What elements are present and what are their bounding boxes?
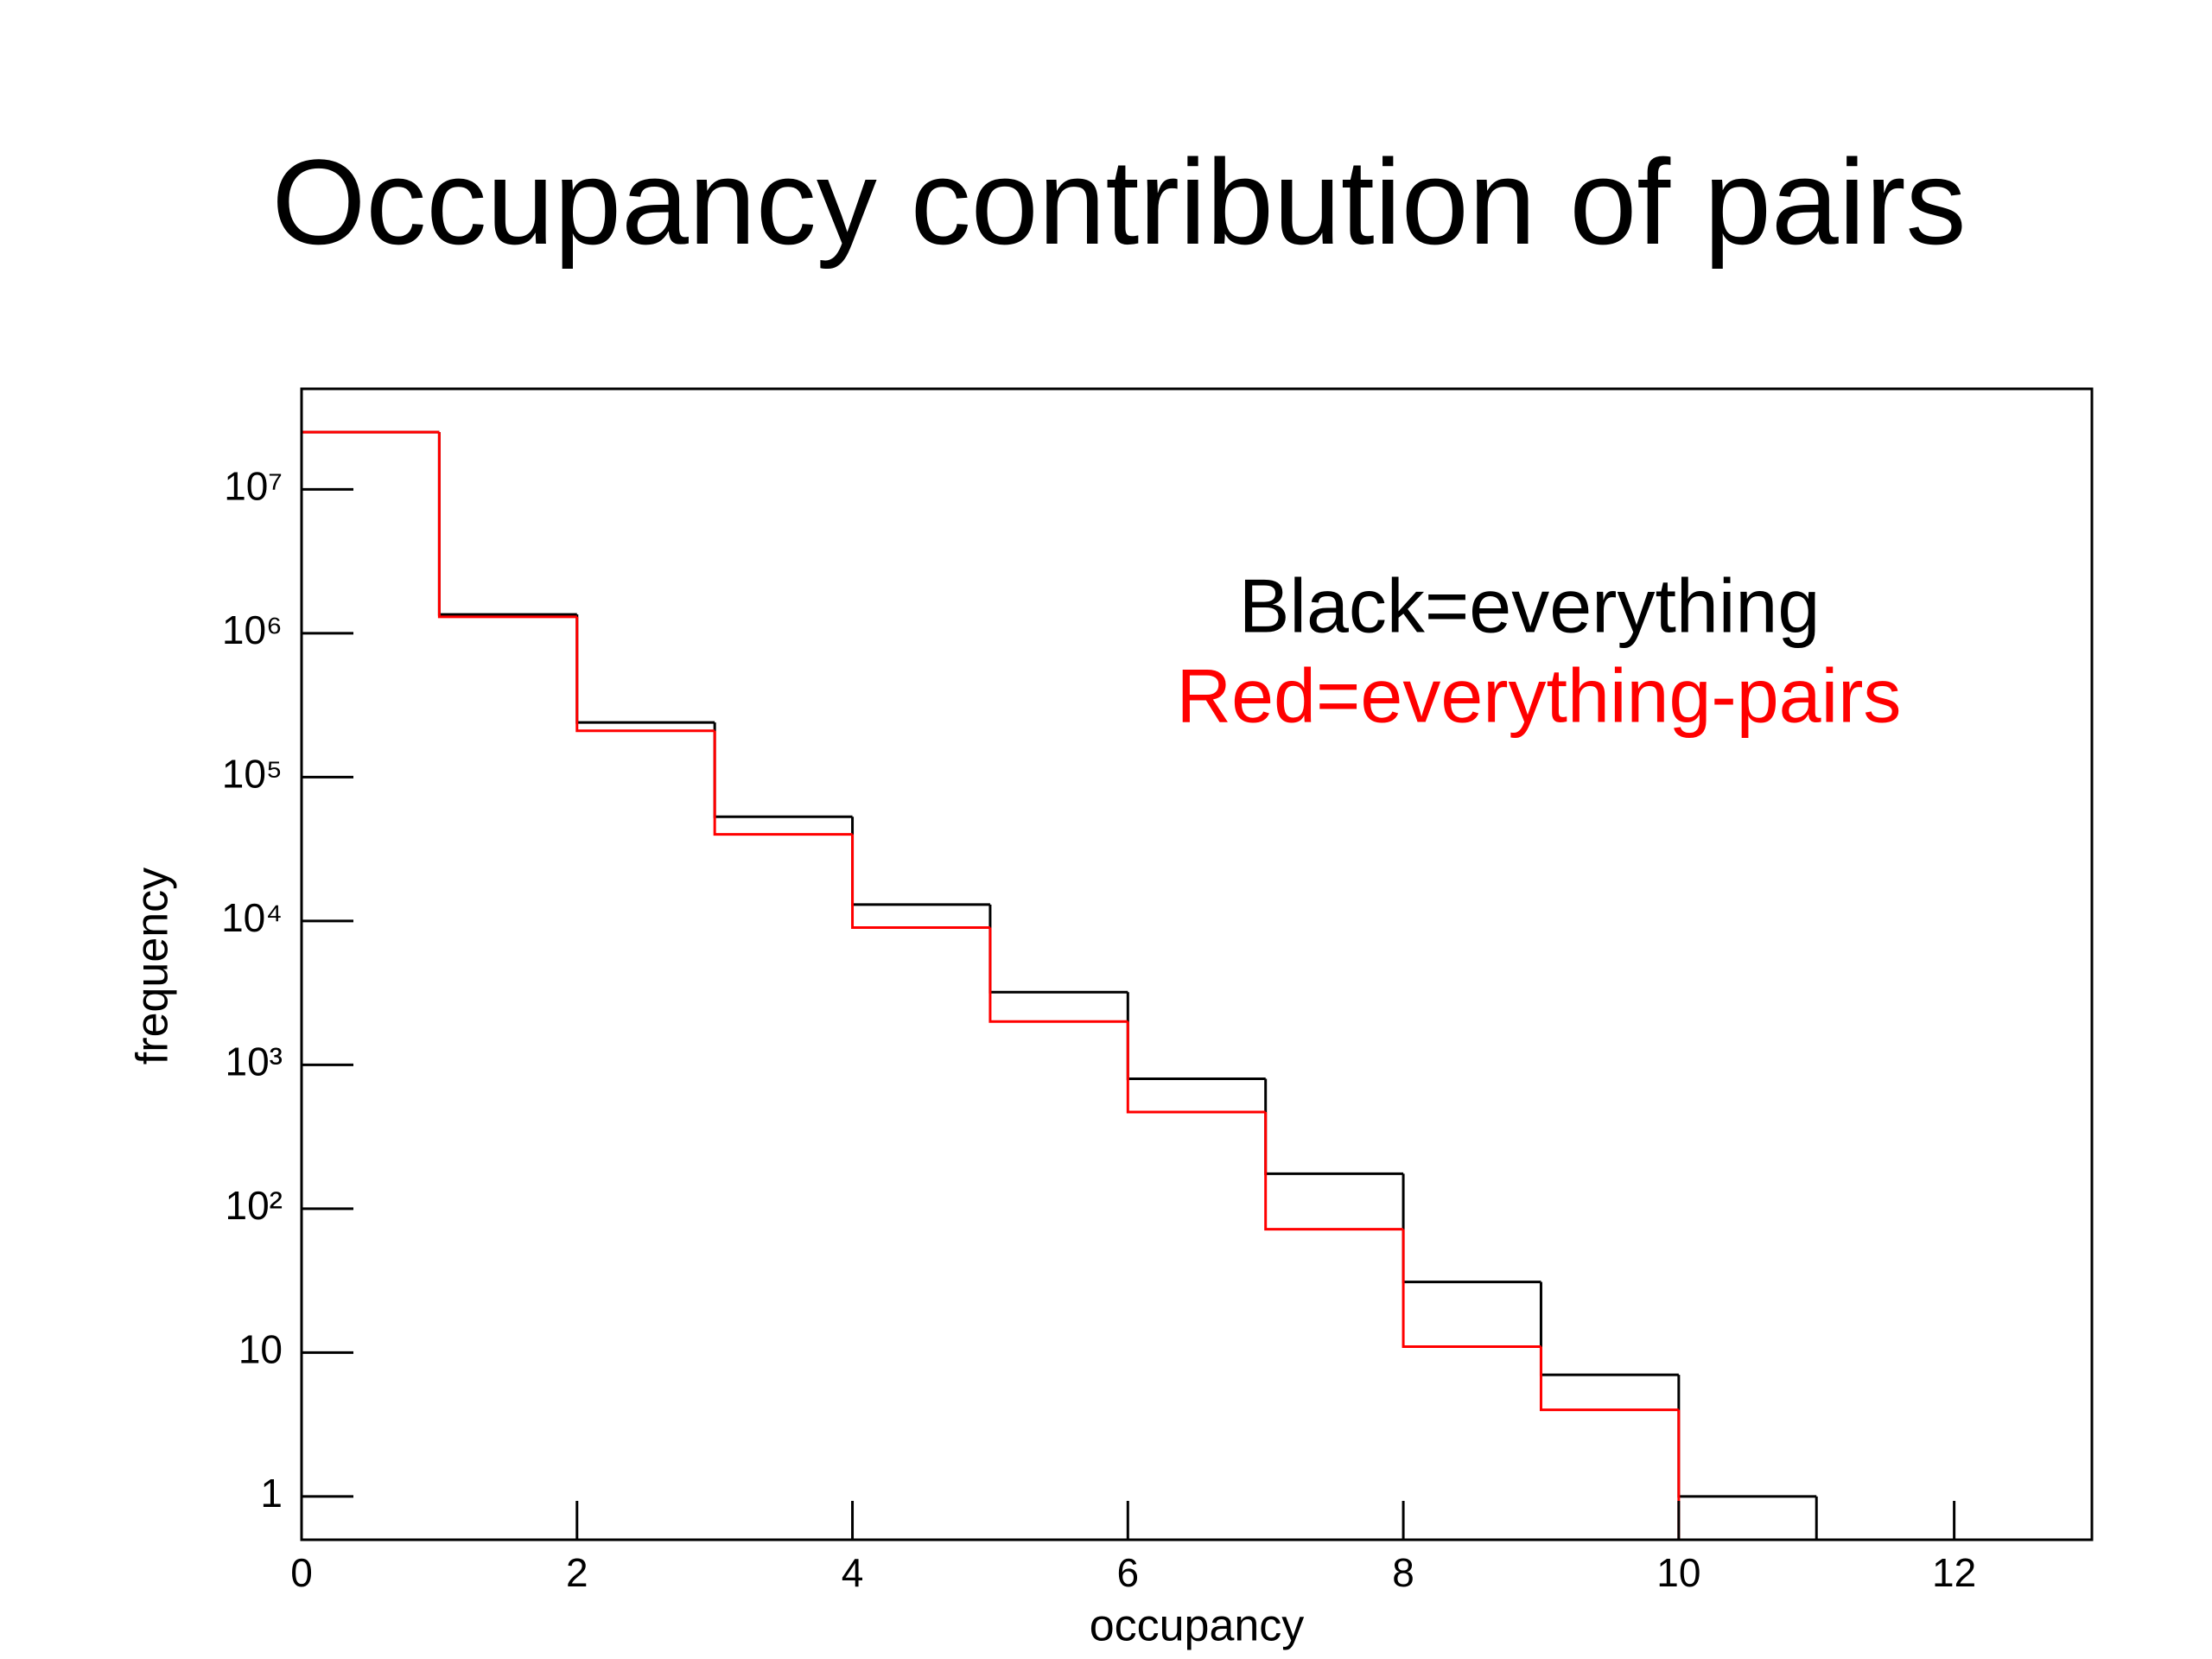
histogram-step (713, 730, 853, 836)
x-tick-label: 10 (1656, 1550, 1700, 1595)
histogram-step (575, 616, 715, 733)
annotation: Red=everything-pairs (1177, 652, 1902, 738)
histogram-step (300, 430, 440, 1540)
y-tick-label: 1 (260, 1471, 283, 1516)
histogram-step (437, 432, 577, 616)
histogram-step (1677, 1409, 1817, 1541)
x-axis-label: occupancy (1090, 1601, 1305, 1651)
histogram-step (988, 927, 1128, 1023)
histogram-step (575, 614, 715, 724)
annotation: Black=everything (1239, 563, 1821, 648)
x-tick-label: 8 (1392, 1550, 1414, 1595)
x-tick-label: 12 (1932, 1550, 1976, 1595)
y-tick-label: 10² (226, 1183, 283, 1228)
histogram-step (1539, 1281, 1679, 1376)
histogram-step (300, 430, 440, 1540)
y-tick-label: 10⁵ (222, 752, 283, 797)
chart-title: Occupancy contribution of pairs (271, 134, 1966, 270)
histogram-step (1126, 992, 1266, 1081)
histogram-step (1264, 1111, 1404, 1231)
y-tick-label: 10⁴ (221, 895, 283, 940)
y-tick-label: 10³ (226, 1039, 283, 1084)
histogram-step (1402, 1173, 1541, 1284)
x-tick-label: 6 (1117, 1550, 1140, 1595)
y-tick-label: 10⁶ (222, 607, 283, 652)
x-tick-label: 4 (842, 1550, 864, 1595)
histogram-step (851, 817, 990, 906)
histogram-step (851, 834, 990, 929)
plot-area (300, 430, 2092, 1541)
histogram-step (437, 432, 577, 619)
histogram-step (1539, 1346, 1679, 1412)
histogram-step (713, 722, 853, 818)
y-tick-label: 10⁷ (224, 464, 283, 509)
y-tick-label: 10 (238, 1327, 283, 1372)
histogram-step (1264, 1078, 1404, 1175)
histogram-step (1402, 1229, 1541, 1348)
x-tick-label: 0 (290, 1550, 313, 1595)
histogram-step (988, 904, 1128, 994)
x-tick-label: 2 (566, 1550, 588, 1595)
histogram-step (1677, 1375, 1817, 1498)
histogram-step (1126, 1021, 1266, 1114)
histogram-step (1815, 1496, 1955, 1541)
plot-frame (300, 387, 2094, 1541)
y-axis-label: frequency (128, 868, 178, 1065)
